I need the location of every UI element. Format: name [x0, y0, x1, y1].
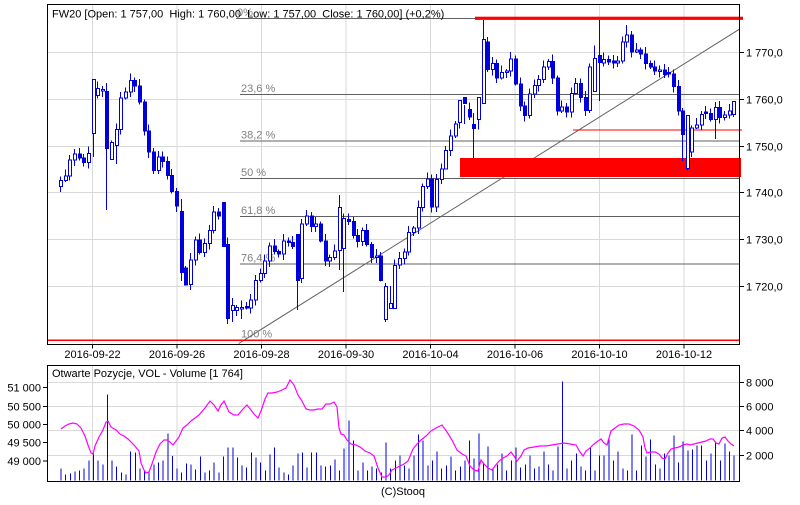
svg-text:2016-09-28: 2016-09-28	[233, 349, 289, 361]
svg-text:FW20 [Open: 1 757,00 High: 1: FW20 [Open: 1 757,00 High: 1 760,00 Low:…	[52, 9, 444, 21]
svg-text:51 000: 51 000	[7, 383, 41, 395]
svg-text:1 750,0: 1 750,0	[746, 142, 783, 154]
svg-text:8 000: 8 000	[746, 378, 774, 390]
svg-text:2 000: 2 000	[746, 451, 774, 463]
svg-text:2016-10-12: 2016-10-12	[656, 349, 712, 361]
svg-text:2016-10-04: 2016-10-04	[402, 349, 458, 361]
svg-text:100 %: 100 %	[241, 329, 272, 341]
svg-text:50 500: 50 500	[7, 402, 41, 414]
svg-text:23,6 %: 23,6 %	[241, 83, 275, 95]
svg-text:4 000: 4 000	[746, 426, 774, 438]
svg-text:2016-09-22: 2016-09-22	[64, 349, 120, 361]
svg-text:1 720,0: 1 720,0	[746, 282, 783, 294]
svg-text:2016-10-06: 2016-10-06	[487, 349, 543, 361]
svg-text:1 740,0: 1 740,0	[746, 188, 783, 200]
svg-text:1 770,0: 1 770,0	[746, 48, 783, 60]
svg-text:2016-09-26: 2016-09-26	[149, 349, 205, 361]
svg-text:2016-09-30: 2016-09-30	[318, 349, 374, 361]
svg-text:1 730,0: 1 730,0	[746, 235, 783, 247]
svg-text:49 000: 49 000	[7, 456, 41, 468]
svg-text:2016-10-10: 2016-10-10	[571, 349, 627, 361]
svg-text:50 %: 50 %	[241, 167, 266, 179]
svg-text:0%: 0%	[237, 7, 253, 19]
svg-text:6 000: 6 000	[746, 402, 774, 414]
svg-text:38,2 %: 38,2 %	[241, 130, 275, 142]
svg-text:49 500: 49 500	[7, 438, 41, 450]
svg-text:61,8 %: 61,8 %	[241, 205, 275, 217]
svg-text:1 760,0: 1 760,0	[746, 95, 783, 107]
svg-text:Otwarte Pozycje, VOL - Volume: Otwarte Pozycje, VOL - Volume [1 764]	[52, 368, 243, 380]
svg-text:50 000: 50 000	[7, 420, 41, 432]
svg-text:(C)Stooq: (C)Stooq	[381, 486, 425, 498]
